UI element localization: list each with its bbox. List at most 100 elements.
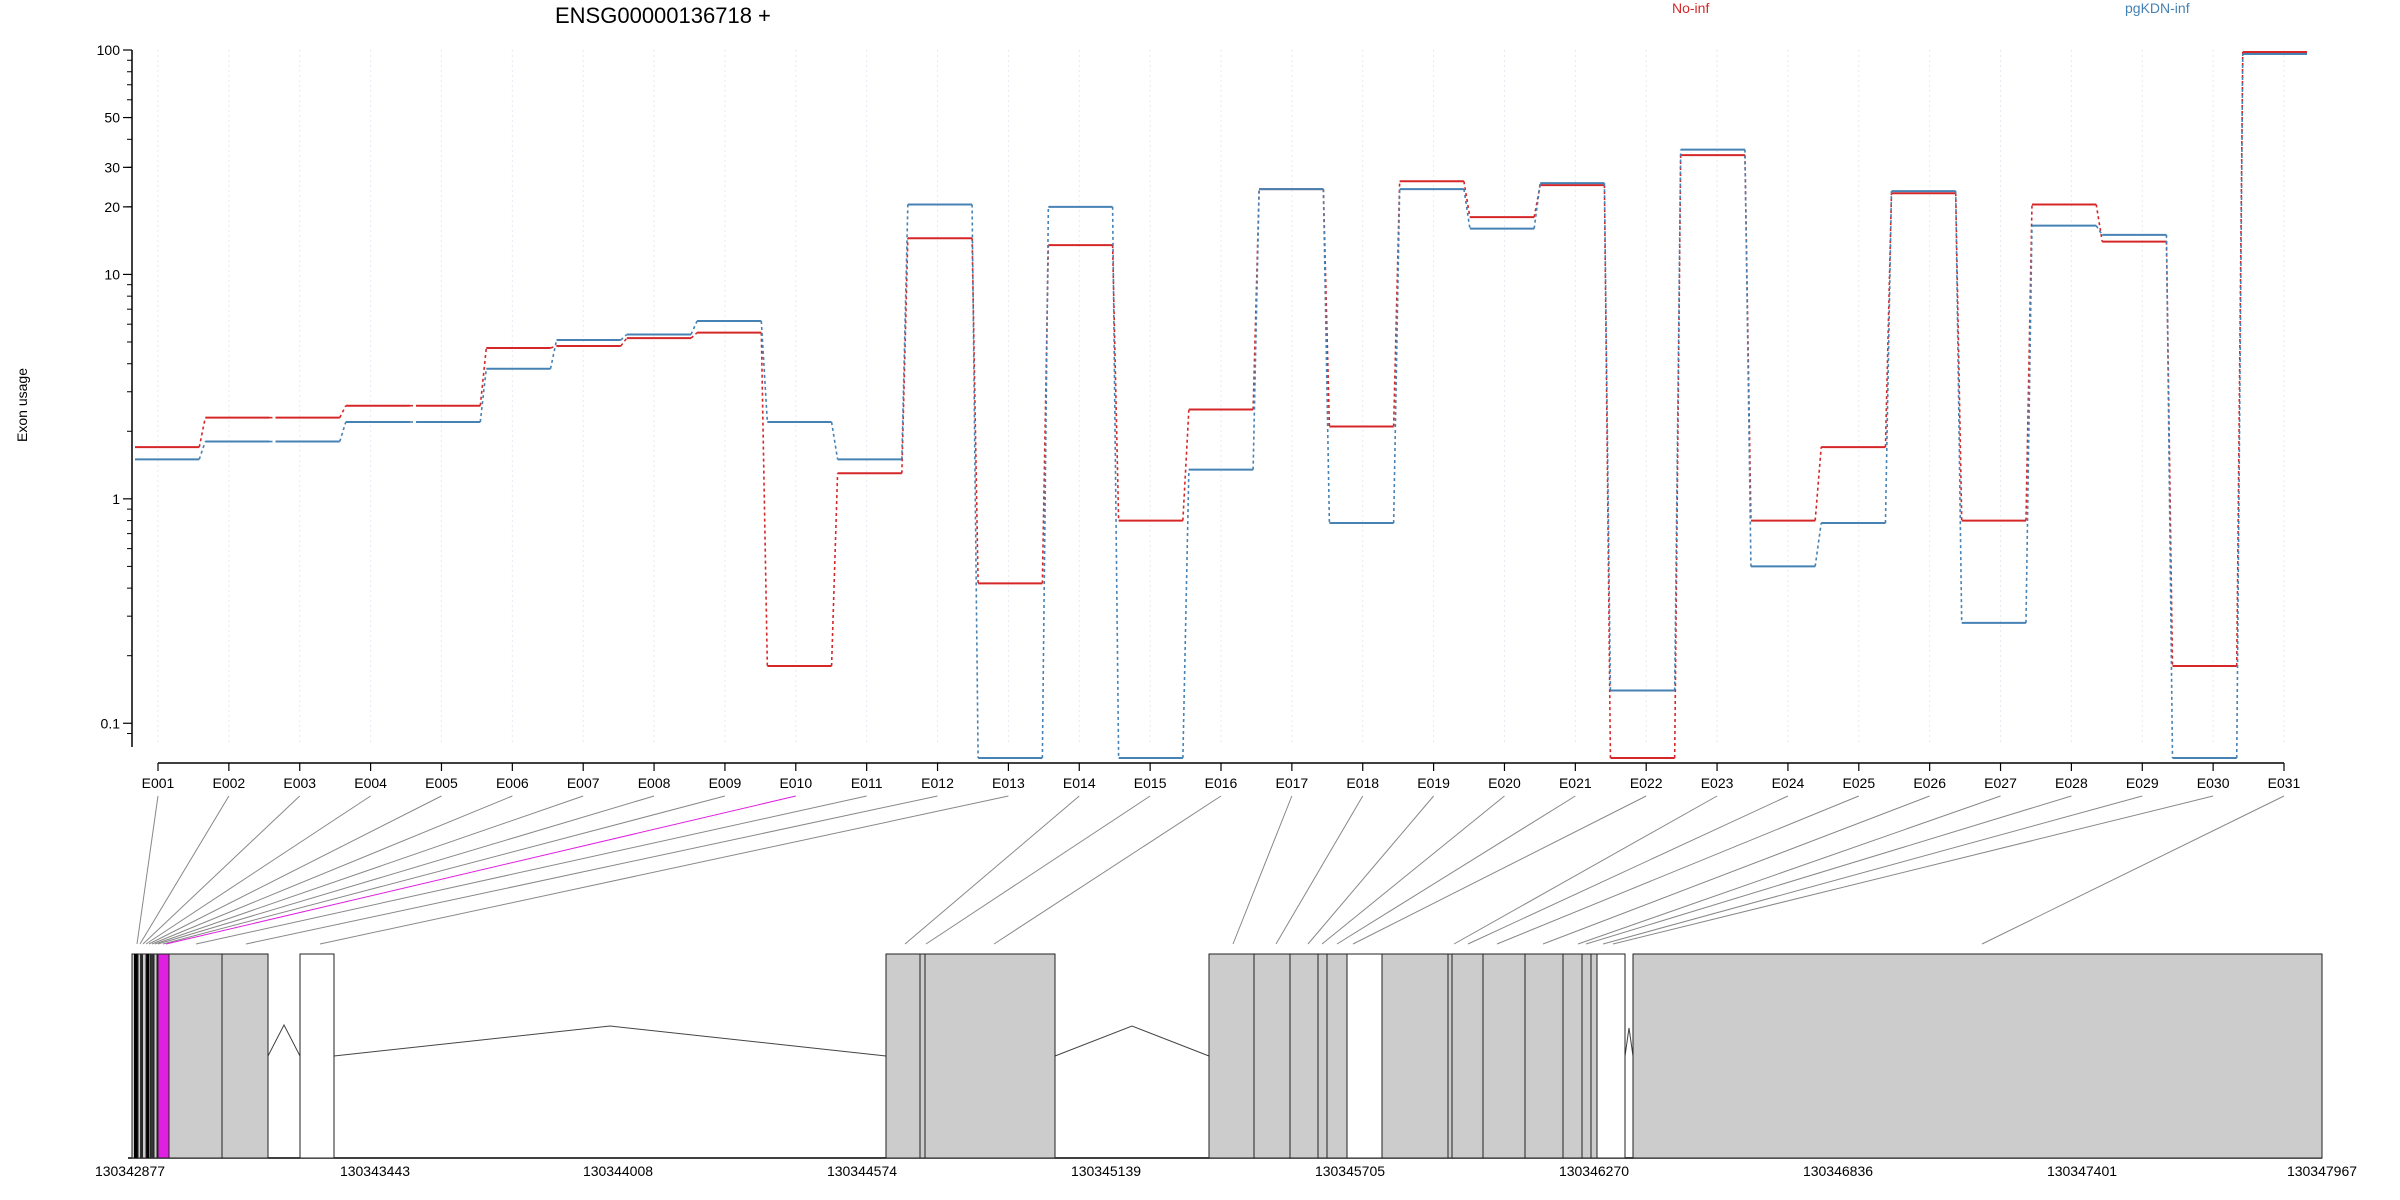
exon-block-narrow [150,954,154,1158]
series-connector [2025,204,2033,521]
exon-block [1381,953,1598,1159]
series-pgkdn-inf [135,52,2307,760]
series-connector [1533,183,1541,229]
series-connector [1182,469,1190,759]
intron-line [1624,1027,1634,1057]
exon-block [299,953,335,1159]
exon-block-highlight [156,953,170,1159]
series-connector [2025,225,2033,623]
genomic-coordinate-label: 130344008 [583,1163,653,1179]
x-tick-label-e010: E010 [779,775,812,791]
exon-connector-line [165,795,796,945]
series-connector [198,417,207,448]
x-tick-label-e005: E005 [425,775,458,791]
series-connector [339,405,347,419]
series-connector [1111,206,1120,759]
x-tick-label-e014: E014 [1063,775,1096,791]
x-tick-label-e003: E003 [283,775,316,791]
x-tick-label-e030: E030 [2197,775,2230,791]
exon-connector-line [1232,795,1293,945]
exon-connector-line [1496,795,1859,945]
x-tick-label-e002: E002 [213,775,246,791]
x-tick-label-e017: E017 [1276,775,1309,791]
series-connector [971,204,979,759]
y-tick-label: 30 [104,159,120,175]
series-connector [901,204,909,460]
exon-connector-line [148,795,442,945]
exon-connector-line [1352,795,1647,945]
genomic-coordinate-label: 130346836 [1803,1163,1873,1179]
series-connector [1954,193,1963,521]
x-tick-label-e025: E025 [1842,775,1875,791]
exon-connector-line [1321,795,1505,945]
series-connector [1463,181,1471,218]
exon-block [1346,953,1383,1159]
series-connector [1673,149,1682,691]
genomic-coordinate-label: 130346270 [1559,1163,1629,1179]
exon-connector-line [1577,795,2001,945]
x-tick-label-e013: E013 [992,775,1025,791]
x-tick-label-e016: E016 [1205,775,1238,791]
x-tick-label-e022: E022 [1630,775,1663,791]
gene-model: 130342877 130343443 130344008 130344574 1303… [95,953,2357,1179]
x-tick-label-e023: E023 [1701,775,1734,791]
genomic-coordinate-label: 130344574 [827,1163,897,1179]
series-connector [2095,225,2103,236]
series-connector [830,421,839,460]
exon-connector-line [1307,795,1434,945]
exon-connector-line [1275,795,1364,945]
series-connector [690,332,698,339]
series-connector [550,345,557,349]
exon-connector-line [136,795,159,945]
x-tick-label-e001: E001 [142,775,175,791]
genomic-coordinate-label: 130345705 [1315,1163,1385,1179]
grid-lines [157,50,2285,745]
genomic-coordinate-label: 130342877 [95,1163,165,1179]
series-connector [479,368,488,423]
series-connector [1322,189,1331,427]
series-lines [135,50,2307,760]
legend-pgkdn-inf: pgKDN-inf [2125,0,2190,16]
series-connector [1041,206,1050,759]
x-tick-label-e029: E029 [2126,775,2159,791]
x-tick-label-e028: E028 [2055,775,2088,791]
y-axis-label: Exon usage [14,368,30,442]
y-tick-label: 0.1 [101,715,121,731]
y-tick-label: 1 [112,491,120,507]
series-connector [1884,193,1893,448]
exon-block [885,953,1056,1159]
exon-connector-line [1602,795,2143,945]
exon-connector-line [1336,795,1576,945]
series-no-inf [135,50,2307,760]
exon-connector-line [1453,795,1718,945]
x-tick-label-e026: E026 [1913,775,1946,791]
intron-line [267,1023,301,1057]
exon-connector-line [1585,795,2072,945]
genomic-coordinate-label: 130345139 [1071,1163,1141,1179]
exon-connectors [136,795,2285,945]
exon-block [131,953,269,1159]
x-tick-label-e006: E006 [496,775,529,791]
exon-connector-line [157,795,655,945]
exon-connector-line [1612,795,2214,945]
exon-connector-line [1542,795,1930,945]
series-connector [1814,447,1822,521]
y-tick-label: 100 [97,42,121,58]
x-tick-label-e009: E009 [709,775,742,791]
x-tick-label-e004: E004 [354,775,387,791]
x-tick-label-e021: E021 [1559,775,1592,791]
x-tick-label-e011: E011 [851,775,883,791]
intron-line [1054,1025,1210,1057]
x-tick-label-e031: E031 [2268,775,2301,791]
exon-connector-line [151,795,513,945]
exon-connector-line [139,795,230,945]
exon-connector-line [195,795,867,945]
series-connector [1111,245,1120,521]
exon-connector-line [1467,795,1789,945]
series-connector [690,320,698,335]
series-connector [479,347,488,406]
series-connector [1814,522,1822,567]
series-connector [2095,204,2104,242]
series-connector [339,421,347,442]
